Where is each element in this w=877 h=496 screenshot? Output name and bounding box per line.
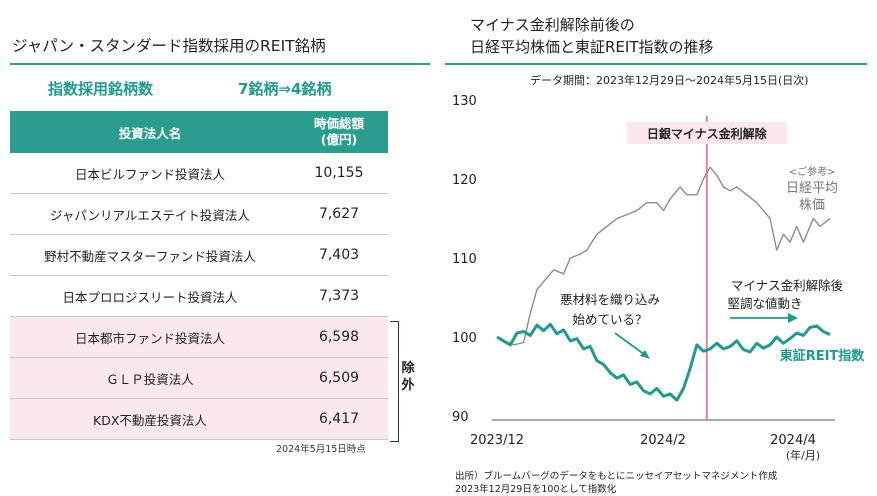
reit-name-cell: KDX不動産投資法人 [10,398,290,440]
y-tick-label: 120 [452,173,477,188]
x-tick-label: 2024/4 [770,433,816,448]
table-row: 日本プロロジスリート投資法人 7,373 [10,275,388,317]
annotation-2-line1: マイナス金利解除後 [731,278,844,293]
nikkei-note: <ご参考> [789,165,836,178]
x-tick-label: 2024/2 [640,433,686,448]
reit-name-cell: 日本都市ファンド投資法人 [10,316,290,358]
x-tick-label: 2023/12 [470,433,524,448]
reit-name-cell: ジャパンリアルエステイト投資法人 [10,193,290,235]
as-of-date: 2024年5月15日時点 [276,444,366,455]
market-cap-cell: 6,509 [290,357,388,399]
table-header-row: 投資法人名 時価総額 (億円) [10,111,388,153]
header-market-cap: 時価総額 (億円) [290,111,388,153]
table-row: 日本都市ファンド投資法人 6,598 [10,316,388,358]
excluded-label: 除外 [401,361,415,393]
x-axis-unit: (年/月) [786,448,820,462]
y-tick-label: 100 [452,331,477,346]
reit-name-cell: 日本プロロジスリート投資法人 [10,275,290,317]
nikkei-series-label-1: 日経平均 [786,181,838,196]
annotation-2-arrowhead [788,313,798,323]
reit-name-cell: ＧＬＰ投資法人 [10,357,290,399]
market-cap-cell: 7,403 [290,234,388,276]
right-title-divider [445,63,867,65]
annotation-1-arrowhead [640,350,650,359]
excluded-bracket [390,321,399,442]
nikkei-series-line [496,166,831,346]
table-row: KDX不動産投資法人 6,417 [10,398,388,440]
y-tick-label: 130 [452,94,477,109]
annotation-1-line2: 始めている？ [572,312,647,327]
source-note: 出所）ブルームバーグのデータをもとにニッセイアセットマネジメント作成 [455,471,778,482]
annotation-1-arrow [614,332,646,356]
table-row: ＧＬＰ投資法人 6,509 [10,357,388,399]
data-period: データ期間：2023年12月29日～2024年5月15日(日次) [530,74,809,87]
reit-name-cell: 日本ビルファンド投資法人 [10,153,290,194]
constituent-count-value: 7銘柄⇒4銘柄 [238,80,332,98]
reit-series-label: 東証REIT指数 [780,348,866,364]
table-row: ジャパンリアルエステイト投資法人 7,627 [10,193,388,235]
table-row: 日本ビルファンド投資法人 10,155 [10,153,388,194]
chart-title-line1: マイナス金利解除前後の [470,16,635,34]
market-cap-cell: 7,627 [290,193,388,235]
reit-name-cell: 野村不動産マスターファンド投資法人 [10,234,290,276]
left-title-divider [10,63,430,65]
header-reit-name: 投資法人名 [10,111,290,153]
nikkei-series-label-2: 株価 [799,198,825,213]
market-cap-cell: 6,417 [290,398,388,440]
market-cap-cell: 6,598 [290,316,388,358]
annotation-1-line1: 悪材料を織り込み [560,292,660,307]
constituent-count-label: 指数採用銘柄数 [48,80,154,98]
event-label-bg [626,122,787,144]
index-base-note: 2023年12月29日を100として指数化 [455,484,617,495]
annotation-2-line2: 堅調な値動き [727,296,802,311]
y-tick-label: 90 [452,410,469,425]
market-cap-cell: 7,373 [290,275,388,317]
event-label: 日銀マイナス金利解除 [647,126,768,141]
left-panel-title: ジャパン・スタンダード指数採用のREIT銘柄 [12,37,326,55]
table-row: 野村不動産マスターファンド投資法人 7,403 [10,234,388,276]
chart-title-line2: 日経平均株価と東証REIT指数の推移 [470,38,714,56]
market-cap-cell: 10,155 [290,153,388,194]
reit-series-line [496,322,831,402]
reit-table: 投資法人名 時価総額 (億円) 日本ビルファンド投資法人 10,155 ジャパンリアル… [10,111,388,440]
y-tick-label: 110 [452,252,477,267]
